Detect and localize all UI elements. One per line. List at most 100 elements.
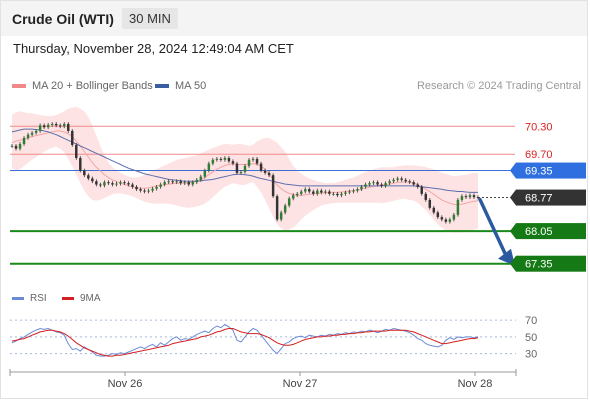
current-price-label: 68.77 [525, 193, 553, 205]
level-tag-arrow-2 [510, 162, 516, 179]
current-price-tag [516, 189, 586, 206]
candle-body [424, 193, 428, 200]
candle-body [131, 184, 134, 187]
candle-body [42, 125, 46, 128]
candle-body [444, 219, 448, 222]
candle-body [95, 181, 98, 185]
candle-body [348, 191, 351, 193]
candle-body [460, 196, 464, 200]
candle-body [119, 182, 122, 184]
forecast-arrow-shaft [478, 197, 509, 260]
candle-body [123, 182, 126, 184]
x-tick-label-0: Nov 26 [108, 378, 143, 390]
candle-body [147, 190, 150, 192]
candle-body [456, 199, 460, 215]
candle-body [283, 205, 287, 213]
candle-body [227, 157, 231, 162]
candle-body [396, 178, 399, 180]
candle-body [412, 182, 415, 185]
candle-body [239, 171, 243, 173]
rsi-ma9-line [11, 328, 479, 357]
candle-body [255, 158, 259, 164]
candle-body [34, 130, 38, 133]
candle-body [91, 178, 94, 182]
candle-body [352, 190, 355, 192]
candle-body [231, 161, 235, 164]
level-tag-arrow-3 [510, 223, 516, 240]
candle-body [22, 137, 26, 144]
candle-body [420, 186, 423, 194]
candle-body [219, 158, 223, 160]
candle-body [75, 144, 78, 158]
candle-body [79, 157, 82, 171]
candle-body [384, 183, 387, 186]
level-label-2: 69.35 [525, 166, 553, 178]
level-label-0: 70.30 [525, 121, 553, 133]
level-label-4: 67.35 [525, 259, 553, 271]
candle-body [368, 183, 371, 185]
legend-label-rsi: RSI [30, 293, 47, 304]
candle-body [38, 125, 42, 131]
candle-body [287, 198, 291, 206]
candle-body [440, 217, 444, 220]
candle-body [340, 193, 343, 196]
candle-body [18, 144, 22, 149]
candle-body [83, 170, 86, 176]
rsi-tick-0: 70 [525, 315, 537, 327]
candle-body [267, 172, 271, 176]
candle-body [107, 182, 110, 184]
candle-body [211, 159, 215, 164]
candle-body [99, 184, 102, 186]
chart-header: Crude Oil (WTI) 30 MIN [0, 0, 588, 36]
candle-body [10, 145, 14, 147]
candle-body [159, 184, 162, 187]
candle-body [46, 124, 50, 128]
candle-body [452, 214, 456, 220]
candle-body [163, 182, 166, 185]
candle-body [143, 190, 146, 192]
candle-body [316, 190, 319, 194]
level-label-1: 69.70 [525, 149, 553, 161]
candle-body [58, 125, 62, 127]
candle-body [127, 183, 130, 185]
candle-body [115, 183, 118, 185]
current-price-tag-arrow [510, 189, 516, 206]
candle-body [328, 191, 331, 194]
timeframe-badge[interactable]: 30 MIN [122, 8, 178, 29]
level-tag-3 [516, 223, 586, 240]
forecast-arrow-head [498, 248, 515, 266]
candle-body [151, 188, 154, 191]
candle-body [404, 179, 407, 182]
rsi-tick-1: 50 [525, 332, 537, 344]
x-tick-label-2: Nov 28 [458, 378, 493, 390]
level-label-3: 68.05 [525, 226, 553, 238]
candle-body [167, 181, 170, 183]
rsi-tick-2: 30 [525, 349, 537, 361]
candle-body [223, 157, 227, 160]
legend-swatch-ma9 [62, 296, 74, 300]
candle-body [235, 163, 239, 173]
candle-body [432, 207, 436, 213]
x-tick-label-1: Nov 27 [283, 378, 318, 390]
legend-ma9: 9MA [62, 293, 101, 304]
candle-body [472, 195, 476, 198]
level-tag-2 [516, 162, 586, 179]
candle-body [30, 132, 34, 135]
candle-body [291, 195, 295, 199]
candle-body [87, 175, 90, 179]
candle-body [408, 181, 411, 183]
candle-body [155, 186, 158, 189]
candle-body [14, 145, 18, 149]
candle-body [215, 158, 219, 160]
legend-ma20: MA 20 + Bollinger Bands [12, 80, 153, 92]
candle-body [416, 184, 419, 187]
candle-body [203, 170, 207, 177]
candle-body [263, 170, 267, 173]
candle-body [324, 191, 327, 193]
legend-swatch-ma20 [12, 84, 26, 89]
legend-swatch-rsi [12, 296, 24, 300]
candle-body [259, 163, 263, 171]
legend-swatch-ma50 [155, 84, 169, 89]
candle-body [428, 199, 432, 208]
